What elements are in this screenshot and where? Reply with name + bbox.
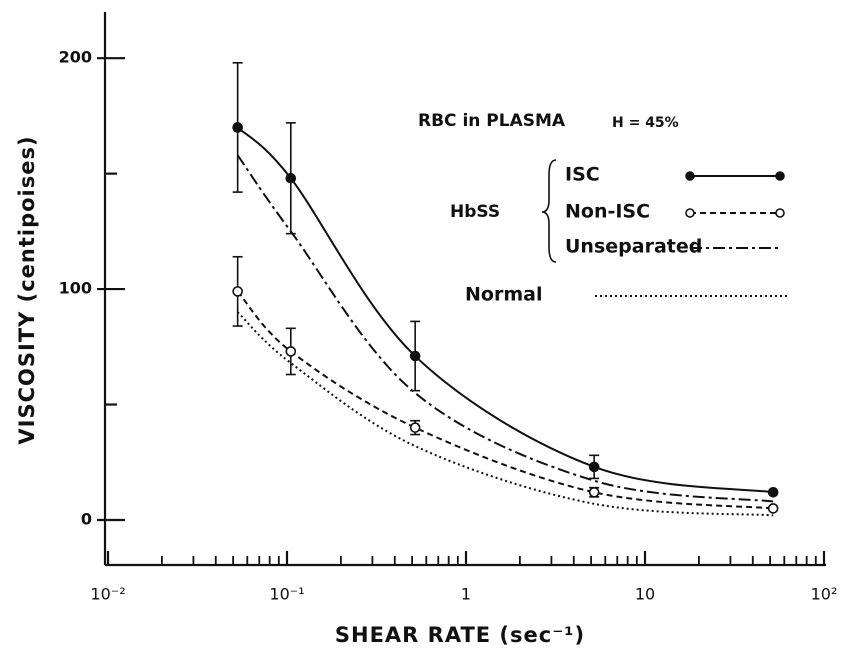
y-axis-label: VISCOSITY (centipoises)	[15, 135, 39, 444]
legend-title: RBC in PLASMA	[418, 111, 566, 131]
annotation: H = 45%	[612, 115, 679, 131]
legend-marker	[685, 208, 695, 218]
legend-label: ISC	[565, 164, 600, 186]
marker	[232, 286, 243, 297]
marker	[767, 486, 779, 498]
marker	[588, 461, 600, 473]
legend-marker	[685, 171, 695, 181]
legend-group: HbSS	[450, 202, 500, 222]
x-tick-label: 10⁻²	[90, 585, 125, 604]
x-tick-label: 1	[461, 585, 471, 604]
y-tick-label: 100	[59, 279, 92, 298]
legend-marker	[775, 171, 785, 181]
series-line	[236, 290, 774, 510]
marker	[285, 346, 297, 357]
legend-label: Normal	[465, 284, 542, 306]
legend-label: Unseparated	[565, 236, 702, 258]
marker	[767, 503, 779, 514]
x-tick-label: 10²	[811, 585, 838, 604]
marker	[588, 486, 600, 498]
y-tick-label: 200	[59, 48, 92, 67]
series-line	[236, 311, 774, 517]
series-line	[236, 126, 774, 494]
marker	[285, 172, 297, 184]
marker	[232, 122, 243, 133]
y-tick-label: 0	[81, 509, 92, 528]
legend-marker	[775, 208, 785, 218]
marker	[409, 350, 421, 362]
legend-label: Non-ISC	[565, 201, 650, 223]
x-tick-label: 10⁻¹	[269, 585, 304, 604]
marker	[409, 422, 421, 433]
series-line	[236, 154, 774, 503]
legend-brace	[541, 159, 557, 263]
x-axis-label: SHEAR RATE (sec⁻¹)	[335, 623, 585, 647]
x-tick-label: 10	[635, 585, 655, 604]
